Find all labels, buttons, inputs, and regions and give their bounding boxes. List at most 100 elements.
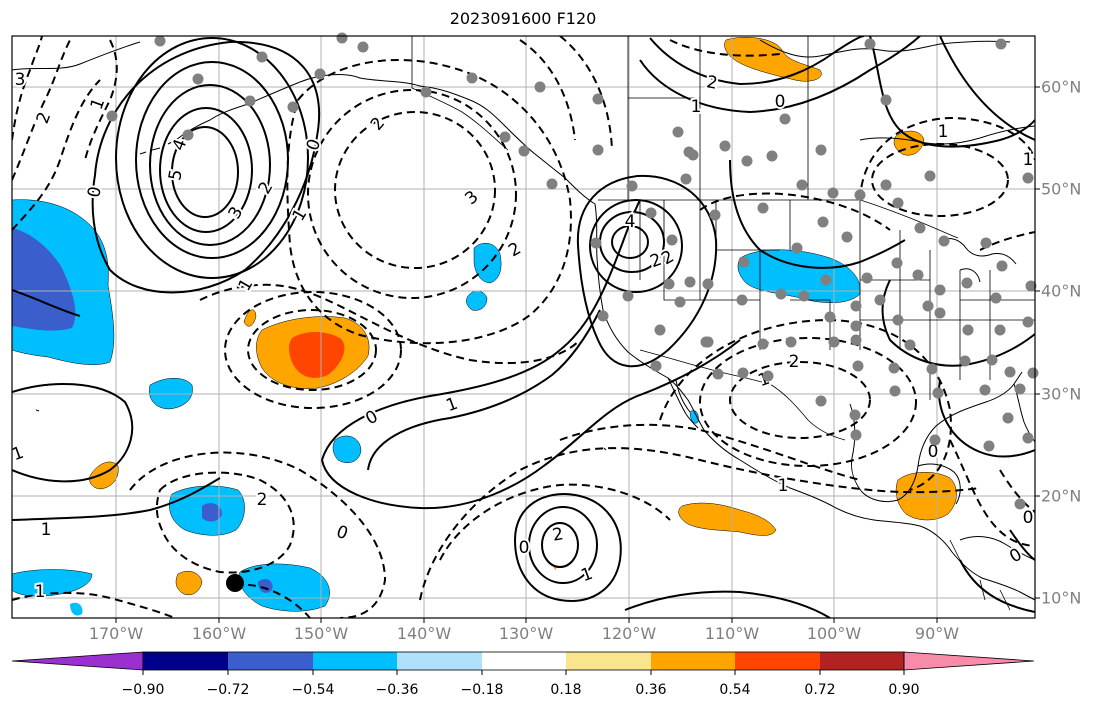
station-marker bbox=[757, 202, 769, 214]
solid-contour-0 bbox=[321, 199, 741, 510]
contour-lines bbox=[12, 36, 1035, 618]
solid-contour-1 bbox=[12, 382, 134, 483]
alaska-peninsula bbox=[175, 81, 301, 141]
positive-shading-region bbox=[724, 37, 822, 82]
canada-provinces bbox=[627, 36, 809, 200]
solid-contour-1 bbox=[115, 37, 309, 279]
station-marker bbox=[796, 179, 808, 191]
station-marker bbox=[815, 395, 827, 407]
colorbar-segment bbox=[566, 652, 651, 670]
colorbar-tick-label: 0.54 bbox=[719, 682, 751, 698]
colorbar-tick-label: 0.72 bbox=[804, 682, 836, 698]
yucatan-peninsula bbox=[917, 463, 961, 505]
station-marker bbox=[979, 384, 991, 396]
positive-shading-region bbox=[678, 502, 777, 536]
solid-contour-1 bbox=[528, 506, 598, 584]
dashed-contour-0 bbox=[419, 447, 981, 601]
colorbar-outline bbox=[142, 651, 905, 671]
lat-tick-label: 20°N bbox=[1041, 486, 1082, 506]
colorbar-tick-label: −0.18 bbox=[460, 682, 504, 698]
dashed-contour-minus3 bbox=[334, 111, 496, 269]
lon-tick-label: 120°W bbox=[601, 624, 657, 643]
solid-contour-5 bbox=[171, 126, 239, 218]
station-marker bbox=[861, 272, 873, 284]
station-marker bbox=[672, 126, 684, 138]
siberia-coast bbox=[12, 41, 141, 71]
station-marker bbox=[741, 155, 753, 167]
station-marker bbox=[892, 314, 904, 326]
axis-ticks bbox=[115, 86, 1040, 623]
station-marker bbox=[738, 256, 750, 268]
dashed-contour-0 bbox=[949, 439, 1035, 547]
station-marker bbox=[850, 320, 862, 332]
solid-contour-1 bbox=[939, 36, 1035, 141]
contour-label: 0 bbox=[928, 442, 939, 462]
solid-contour-1 bbox=[639, 36, 921, 114]
dashed-contour-minus1 bbox=[247, 309, 377, 391]
station-marker bbox=[256, 51, 268, 63]
contour-label: 1 bbox=[778, 476, 789, 496]
solid-contour-1 bbox=[367, 309, 601, 471]
station-marker bbox=[336, 32, 348, 44]
dashed-contour-minus2 bbox=[12, 39, 71, 181]
negative-shading-region bbox=[70, 602, 83, 616]
positive-shading-core bbox=[289, 332, 345, 378]
station-marker bbox=[666, 234, 678, 246]
aleutian-islands bbox=[139, 139, 177, 155]
colorbar-tick-label: 0.18 bbox=[550, 682, 582, 698]
lat-tick-label: 50°N bbox=[1041, 179, 1082, 199]
lon-tick-label: 170°W bbox=[88, 624, 144, 643]
small-islands bbox=[35, 409, 607, 451]
station-marker bbox=[534, 81, 546, 93]
station-marker bbox=[926, 363, 938, 375]
station-marker bbox=[820, 274, 832, 286]
dashed-contour-minus2 bbox=[519, 39, 576, 141]
station-marker bbox=[892, 197, 904, 209]
colorbar-tick-label: −0.36 bbox=[375, 682, 419, 698]
dashed-contour-minus1 bbox=[699, 337, 917, 467]
colorbar bbox=[11, 651, 1035, 675]
station-marker bbox=[959, 355, 971, 367]
station-marker bbox=[712, 368, 724, 380]
station-marker bbox=[650, 360, 662, 372]
station-marker bbox=[736, 294, 748, 306]
contour-label: 1 bbox=[938, 122, 949, 142]
dashed-contour-minus1 bbox=[12, 79, 101, 231]
contour-label: 1 bbox=[41, 520, 52, 540]
station-marker bbox=[1014, 383, 1026, 395]
lat-tick-label: 10°N bbox=[1041, 588, 1082, 608]
station-marker bbox=[702, 336, 714, 348]
station-marker bbox=[914, 222, 926, 234]
station-marker bbox=[106, 110, 118, 122]
colorbar-over-extension bbox=[903, 651, 1035, 671]
station-marker bbox=[1014, 498, 1026, 510]
station-marker bbox=[961, 277, 973, 289]
plot-title: 2023091600 F120 bbox=[449, 9, 597, 28]
lon-tick-label: 100°W bbox=[806, 624, 862, 643]
station-marker bbox=[674, 296, 686, 308]
station-marker bbox=[929, 434, 941, 446]
station-marker bbox=[996, 260, 1008, 272]
lon-tick-label: 150°W bbox=[293, 624, 349, 643]
station-marker bbox=[994, 324, 1006, 336]
lon-tick-label: 140°W bbox=[396, 624, 452, 643]
lon-tick-label: 160°W bbox=[191, 624, 247, 643]
baja-california bbox=[667, 377, 699, 429]
station-marker bbox=[986, 354, 998, 366]
station-marker bbox=[420, 86, 432, 98]
lat-tick-label: 30°N bbox=[1041, 384, 1082, 404]
station-marker bbox=[757, 338, 769, 350]
station-marker bbox=[182, 129, 194, 141]
station-marker bbox=[719, 140, 731, 152]
station-marker bbox=[702, 278, 714, 290]
negative-shading-core bbox=[202, 503, 222, 522]
gulf-of-mexico-coast bbox=[849, 371, 1023, 503]
solid-contour-1 bbox=[938, 379, 1035, 458]
contour-label: 4 bbox=[625, 212, 636, 232]
alaska-coastline bbox=[299, 74, 596, 205]
station-marker bbox=[1002, 412, 1014, 424]
station-marker bbox=[1027, 367, 1039, 379]
dashed-contour-0 bbox=[224, 291, 402, 409]
solid-contour-1 bbox=[12, 477, 221, 521]
